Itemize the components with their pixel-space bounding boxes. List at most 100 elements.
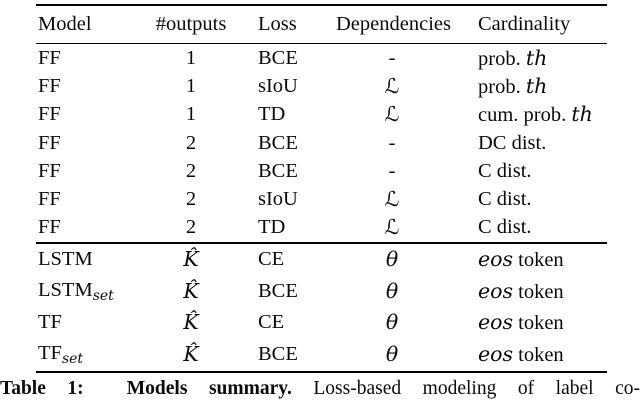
cell-text: C dist.: [478, 216, 532, 239]
table-cell: TFset: [36, 342, 146, 367]
caption-title: Table 1: Models summary.: [0, 378, 292, 399]
table-cell: ℒ: [336, 74, 448, 99]
cell-text: token: [513, 344, 564, 367]
cell-text: K̂: [183, 278, 199, 303]
cell-text: LSTM: [38, 247, 93, 270]
table-cell: K̂: [146, 247, 236, 272]
cell-text: BCE: [258, 46, 298, 69]
table-cell: BCE: [236, 280, 336, 303]
table-cell: FF: [36, 216, 146, 239]
cell-text: C dist.: [478, 159, 532, 182]
cell-text: token: [513, 280, 564, 303]
table-row: LSTMset K̂ BCE θ eos token: [36, 275, 607, 307]
table-cell: BCE: [236, 47, 336, 70]
column-header-dependencies: Dependencies: [336, 12, 451, 35]
table-cell: θ: [336, 310, 448, 335]
cell-text: K̂: [183, 342, 199, 367]
table-cell: FF: [36, 103, 146, 126]
caption-line-1: Table 1: Models summary. Loss-based mode…: [0, 376, 640, 420]
cell-text: FF: [38, 46, 61, 69]
table-cell: CE: [236, 311, 336, 334]
cell-text: θ: [385, 310, 399, 335]
cell-text: θ: [385, 342, 399, 367]
table-cell: LSTM: [36, 248, 146, 271]
table-cell: BCE: [236, 343, 336, 366]
table-cell: cum. prob. th: [448, 102, 607, 127]
table-header-rule: [36, 42, 607, 44]
table-cell: sIoU: [236, 75, 336, 98]
table-cell: TD: [236, 103, 336, 126]
cell-text: set: [61, 351, 84, 368]
table-cell: LSTMset: [36, 279, 146, 304]
table-cell: K̂: [146, 279, 236, 304]
table-row: FF 2 TD ℒ C dist.: [36, 214, 607, 242]
cell-text: -: [388, 131, 396, 154]
table-cell: 2: [146, 132, 236, 155]
table-cell: -: [336, 160, 448, 183]
table-row: FF 1 BCE - prob. th: [36, 44, 607, 72]
table-cell: FF: [36, 47, 146, 70]
cell-text: FF: [38, 216, 61, 239]
cell-text: th: [571, 102, 593, 127]
cell-text: eos: [478, 342, 513, 367]
table-cell: BCE: [236, 160, 336, 183]
cell-text: set: [92, 287, 114, 304]
cell-text: -: [388, 46, 396, 69]
table-row: LSTM K̂ CE θ eos token: [36, 244, 607, 276]
cell-text: 2: [185, 188, 197, 211]
table-cell: θ: [336, 342, 448, 367]
cell-text: C dist.: [478, 188, 532, 211]
table-cell: ℒ: [336, 215, 448, 240]
cell-text: TF: [38, 311, 62, 334]
cell-text: -: [388, 159, 396, 182]
cell-text: eos: [478, 310, 513, 335]
table-cell: FF: [36, 75, 146, 98]
cell-text: 2: [185, 216, 197, 239]
cell-text: prob.: [478, 47, 526, 70]
models-summary-table: Model #outputs Loss Dependencies Cardina…: [36, 4, 607, 373]
cell-text: TF: [38, 342, 62, 365]
table-row: TFset K̂ BCE θ eos token: [36, 339, 607, 371]
table-cell: 2: [146, 216, 236, 239]
cell-text: TD: [258, 216, 286, 239]
table-cell: sIoU: [236, 188, 336, 211]
table-cell: TD: [236, 216, 336, 239]
cell-text: prob.: [478, 75, 526, 98]
table-cell: 1: [146, 47, 236, 70]
column-header-loss: Loss: [258, 12, 297, 35]
loss-symbol: ℒ: [384, 215, 400, 240]
table-cell: ℒ: [336, 102, 448, 127]
column-header-model: Model: [38, 12, 92, 35]
cell-text: eos: [478, 278, 513, 303]
cell-text: θ: [385, 278, 399, 303]
table-cell: eos token: [448, 342, 607, 367]
table-cell: prob. th: [448, 74, 607, 99]
table-cell: eos token: [448, 310, 607, 335]
table-cell: C dist.: [448, 188, 607, 211]
cell-text: θ: [385, 246, 399, 271]
cell-text: sIoU: [258, 74, 298, 97]
cell-text: FF: [38, 103, 61, 126]
table-cell: DC dist.: [448, 132, 607, 155]
table-top-rule: [36, 4, 607, 6]
table-cell: -: [336, 47, 448, 70]
table-cell: TF: [36, 311, 146, 334]
cell-text: eos: [478, 246, 513, 271]
cell-text: FF: [38, 159, 61, 182]
table-cell: ℒ: [336, 187, 448, 212]
cell-text: sIoU: [258, 188, 298, 211]
column-header-cardinality: Cardinality: [478, 12, 571, 35]
cell-text: 1: [185, 46, 197, 69]
loss-symbol: ℒ: [384, 187, 400, 212]
cell-text: K̂: [183, 310, 199, 335]
cell-text: 2: [185, 159, 197, 182]
table-cell: θ: [336, 279, 448, 304]
cell-text: BCE: [258, 131, 298, 154]
cell-text: DC dist.: [478, 131, 547, 154]
cell-text: BCE: [258, 343, 298, 366]
cell-text: th: [525, 73, 548, 98]
table-row: FF 2 BCE - C dist.: [36, 157, 607, 185]
